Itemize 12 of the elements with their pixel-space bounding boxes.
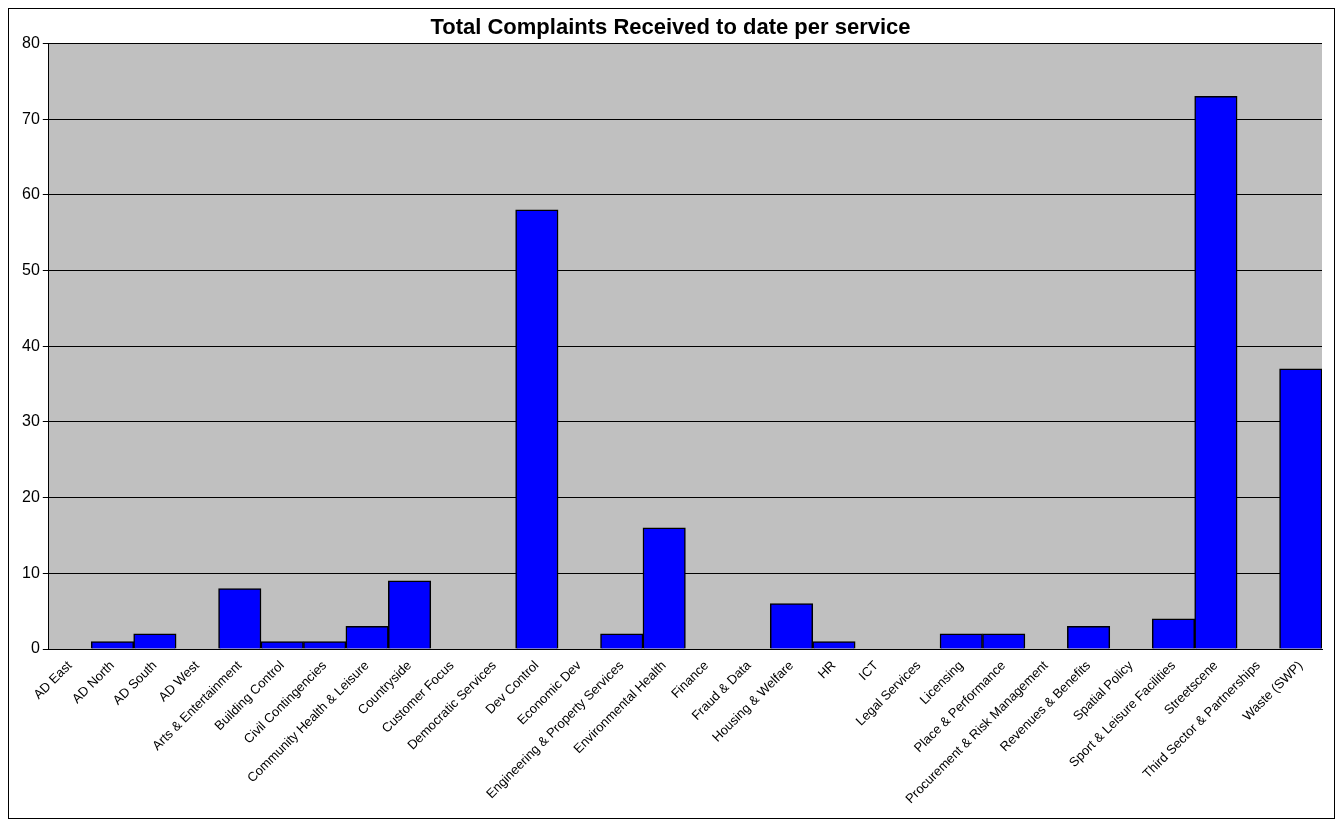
y-tick-label: 10	[22, 563, 40, 581]
y-tick-label: 70	[22, 109, 40, 127]
y-tick-label: 60	[22, 185, 40, 203]
y-tick-label: 0	[30, 639, 40, 657]
y-tick-label: 50	[22, 260, 40, 278]
y-tick-label: 80	[22, 33, 40, 51]
y-tick-label: 40	[22, 336, 40, 354]
chart-title: Total Complaints Received to date per service	[430, 14, 911, 40]
x-tick-label: HR	[814, 657, 839, 682]
x-tick-label: ICT	[855, 657, 882, 684]
y-tick-label: 20	[22, 488, 40, 506]
y-tick-label: 30	[22, 412, 40, 430]
